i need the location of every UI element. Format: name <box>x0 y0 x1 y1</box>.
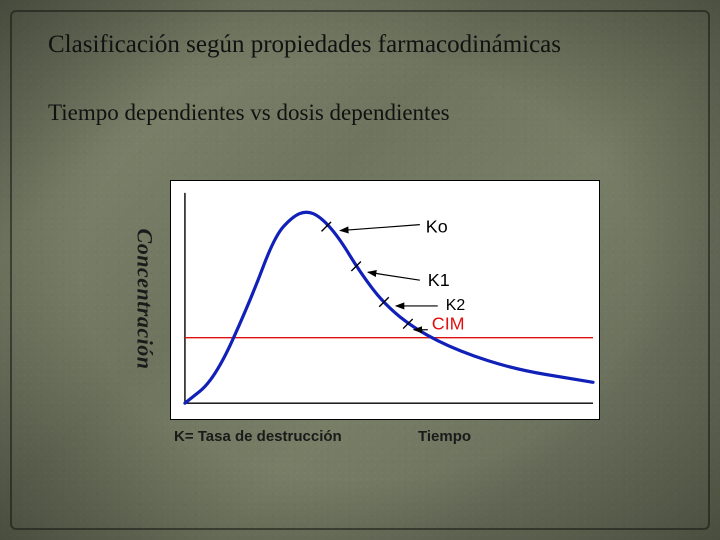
label-ko: Ko <box>426 217 448 237</box>
x-axis-label: Tiempo <box>418 428 471 445</box>
slide-background: Clasificación según propiedades farmacod… <box>0 0 720 540</box>
y-axis-label-text: Concentración <box>131 229 157 370</box>
marker-k1: K1 <box>351 262 449 291</box>
label-k2: K2 <box>446 297 466 314</box>
y-axis-label: Concentración <box>124 194 164 404</box>
chart-svg: Ko K1 K2 CIM <box>171 181 599 419</box>
label-k1: K1 <box>428 270 450 290</box>
marker-cim: CIM <box>403 314 464 334</box>
label-cim: CIM <box>432 314 465 334</box>
concentration-curve <box>185 212 593 403</box>
slide-title: Clasificación según propiedades farmacod… <box>48 30 680 60</box>
chart-area: Concentración Ko <box>130 180 600 450</box>
chart-box: Ko K1 K2 CIM <box>170 180 600 420</box>
marker-ko: Ko <box>321 217 447 237</box>
slide-subtitle: Tiempo dependientes vs dosis dependiente… <box>48 100 680 126</box>
legend-note: K= Tasa de destrucción <box>174 428 342 445</box>
